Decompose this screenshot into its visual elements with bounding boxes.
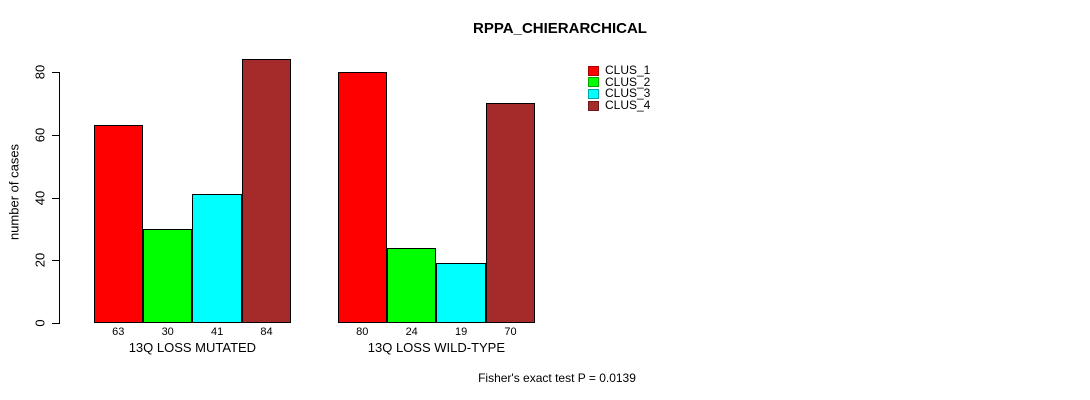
legend-item-clus_4: CLUS_4 xyxy=(588,97,651,112)
bar-clus_3-group-2 xyxy=(436,263,486,323)
bar-clus_1-group-1 xyxy=(93,125,143,323)
legend-label: CLUS_3 xyxy=(605,86,651,101)
bar-value-label: 24 xyxy=(405,326,418,338)
y-axis-tick xyxy=(52,260,60,262)
y-axis-tick xyxy=(52,72,60,73)
y-axis-tick-label: 60 xyxy=(32,127,48,142)
bar-value-label: 70 xyxy=(504,326,517,338)
bar-clus_1-group-2 xyxy=(337,72,387,323)
y-axis-tick xyxy=(52,323,60,324)
bar-value-label: 84 xyxy=(260,326,273,338)
legend-item-clus_3: CLUS_3 xyxy=(588,86,651,101)
legend-label: CLUS_4 xyxy=(605,97,651,112)
bar-clus_3-group-1 xyxy=(192,194,242,323)
bar-clus_2-group-2 xyxy=(387,247,437,323)
bar-value-label: 19 xyxy=(454,326,468,338)
y-axis-tick-label: 80 xyxy=(32,64,48,80)
y-axis-label: number of cases xyxy=(6,143,22,241)
bar-clus_4-group-2 xyxy=(485,103,536,323)
bar-value-label: 63 xyxy=(112,326,125,338)
legend-item-clus_1: CLUS_1 xyxy=(588,63,651,77)
legend-swatch-icon xyxy=(588,65,599,76)
bar-clus_2-group-1 xyxy=(143,228,193,323)
legend-swatch-icon xyxy=(588,100,599,111)
legend-swatch-icon xyxy=(588,88,599,99)
y-axis-tick xyxy=(52,197,60,199)
group-label-1: 13Q LOSS MUTATED xyxy=(128,340,257,355)
y-axis-tick xyxy=(52,134,60,136)
legend-label: CLUS_1 xyxy=(605,63,651,77)
legend: CLUS_1 CLUS_2 CLUS_3 CLUS_4 xyxy=(588,63,651,112)
y-axis-tick-label: 40 xyxy=(32,190,48,205)
bar-clus_4-group-1 xyxy=(241,59,292,323)
bar-value-label: 41 xyxy=(210,326,224,338)
y-axis-tick-label: 20 xyxy=(32,253,48,268)
annotation-fishers-test: Fisher's exact test P = 0.0139 xyxy=(478,371,636,385)
bar-value-label: 30 xyxy=(161,326,174,338)
y-axis-tick-label: 0 xyxy=(32,319,48,327)
bar-value-label: 80 xyxy=(356,326,369,338)
legend-label: CLUS_2 xyxy=(605,74,651,89)
group-label-2: 13Q LOSS WILD-TYPE xyxy=(367,340,506,355)
legend-swatch-icon xyxy=(588,77,599,88)
chart-title: RPPA_CHIERARCHICAL xyxy=(473,20,647,37)
legend-item-clus_2: CLUS_2 xyxy=(588,74,651,89)
